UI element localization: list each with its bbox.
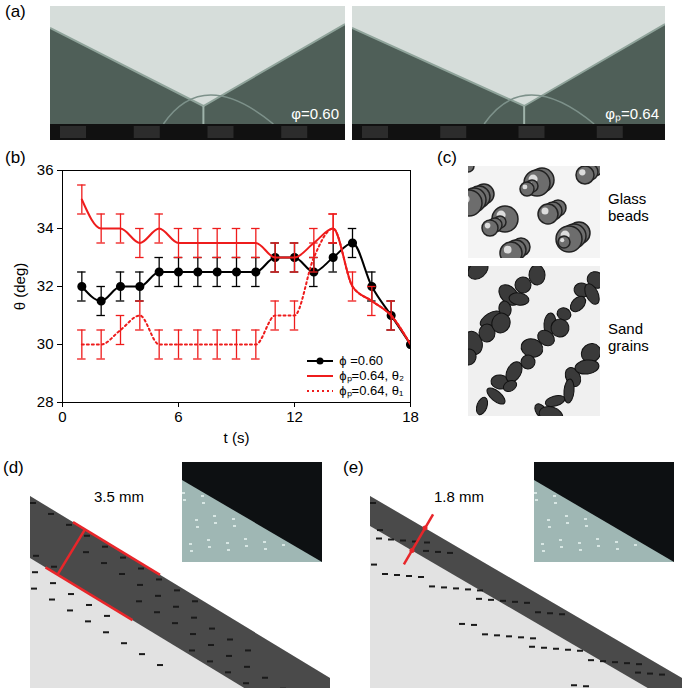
svg-text:30: 30: [37, 335, 54, 352]
html-text:1.8 mm: 1.8 mm: [434, 488, 484, 505]
html-text:(e): (e): [343, 458, 364, 477]
svg-text:6: 6: [174, 408, 182, 425]
svg-text:28: 28: [37, 393, 54, 410]
html-text:3.5 mm: 3.5 mm: [94, 488, 144, 505]
svg-text:θ (deg): θ (deg): [11, 263, 28, 311]
svg-text:18: 18: [402, 408, 419, 425]
html-text:(d): (d): [3, 458, 24, 477]
html-text:Sand grains: Sand grains: [608, 320, 649, 354]
svg-text:φ=0.60: φ=0.60: [291, 105, 339, 122]
svg-text:36: 36: [37, 161, 54, 178]
html-text:ϕₚ=0.64, θ₂: ϕₚ=0.64, θ₂: [339, 368, 404, 383]
html-text:(c): (c): [437, 148, 457, 167]
html-text:Glass beads: Glass beads: [608, 190, 649, 224]
svg-text:12: 12: [286, 408, 303, 425]
html-text:ϕ =0.60: ϕ =0.60: [339, 353, 384, 368]
html-text:(b): (b): [5, 148, 26, 167]
svg-text:φₚ=0.64: φₚ=0.64: [605, 105, 659, 123]
html-text:(a): (a): [5, 2, 26, 21]
svg-text:32: 32: [37, 277, 54, 294]
svg-text:0: 0: [58, 408, 66, 425]
html-text:ϕₚ=0.64, θ₁: ϕₚ=0.64, θ₁: [339, 383, 404, 398]
svg-text:t (s): t (s): [224, 429, 250, 446]
svg-text:34: 34: [37, 219, 54, 236]
